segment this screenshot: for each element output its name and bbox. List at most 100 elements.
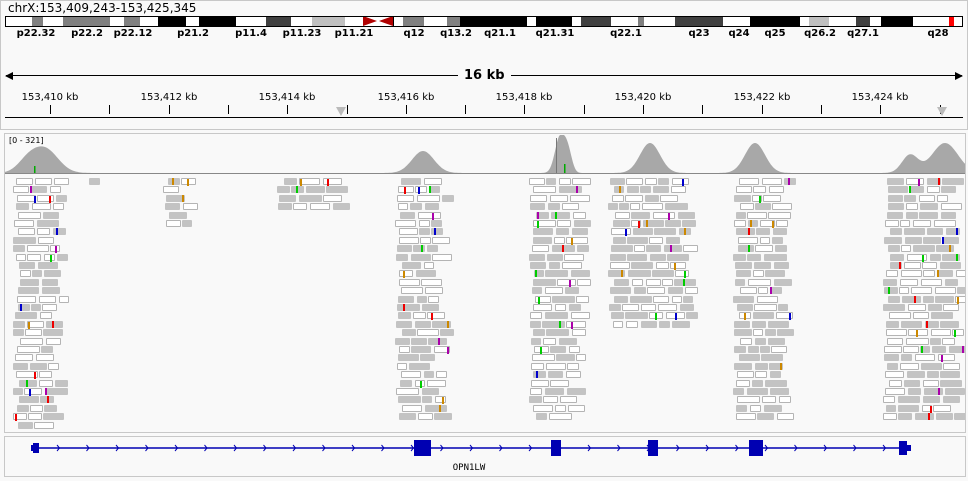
read-alignment[interactable] xyxy=(18,304,30,311)
read-alignment[interactable] xyxy=(532,354,555,362)
read-alignment[interactable] xyxy=(886,270,898,278)
read-alignment[interactable] xyxy=(672,178,689,186)
read-alignment[interactable] xyxy=(398,354,419,362)
read-alignment[interactable] xyxy=(572,178,591,185)
read-alignment[interactable] xyxy=(671,186,686,194)
read-alignment[interactable] xyxy=(18,287,39,295)
read-alignment[interactable] xyxy=(666,312,685,321)
read-alignment[interactable] xyxy=(181,178,196,186)
read-alignment[interactable] xyxy=(884,236,902,244)
read-alignment[interactable] xyxy=(413,245,425,253)
read-alignment[interactable] xyxy=(750,404,761,412)
read-alignment[interactable] xyxy=(941,211,956,219)
read-alignment[interactable] xyxy=(442,194,454,202)
read-alignment[interactable] xyxy=(17,346,40,353)
read-alignment[interactable] xyxy=(649,312,663,321)
read-alignment[interactable] xyxy=(19,262,35,269)
read-alignment[interactable] xyxy=(923,270,935,278)
read-alignment[interactable] xyxy=(903,346,919,353)
read-alignment[interactable] xyxy=(555,404,566,412)
read-alignment[interactable] xyxy=(945,388,965,395)
read-alignment[interactable] xyxy=(753,270,764,278)
read-alignment[interactable] xyxy=(417,329,439,337)
read-alignment[interactable] xyxy=(614,278,629,286)
read-alignment[interactable] xyxy=(633,228,653,236)
read-alignment[interactable] xyxy=(557,278,576,287)
read-alignment[interactable] xyxy=(626,178,643,185)
read-alignment[interactable] xyxy=(913,220,931,227)
read-alignment[interactable] xyxy=(20,270,31,278)
read-alignment[interactable] xyxy=(908,304,926,311)
read-alignment[interactable] xyxy=(769,186,784,194)
read-alignment[interactable] xyxy=(422,388,439,395)
read-alignment[interactable] xyxy=(548,203,560,211)
read-alignment[interactable] xyxy=(754,262,771,269)
read-alignment[interactable] xyxy=(556,228,569,236)
read-alignment[interactable] xyxy=(533,371,546,379)
read-alignment[interactable] xyxy=(18,421,33,429)
read-alignment[interactable] xyxy=(428,295,439,303)
read-alignment[interactable] xyxy=(165,203,180,211)
read-alignment[interactable] xyxy=(777,329,794,337)
alignment-track-panel[interactable]: [0 - 321] xyxy=(4,133,966,433)
read-alignment[interactable] xyxy=(565,287,579,295)
read-alignment[interactable] xyxy=(432,253,452,261)
read-alignment[interactable] xyxy=(776,312,793,321)
read-alignment[interactable] xyxy=(13,245,25,253)
read-alignment[interactable] xyxy=(577,245,589,253)
read-alignment[interactable] xyxy=(57,253,68,261)
read-alignment[interactable] xyxy=(89,178,100,185)
read-alignment[interactable] xyxy=(898,404,919,412)
read-alignment[interactable] xyxy=(626,320,638,328)
read-alignment[interactable] xyxy=(942,253,960,261)
read-alignment[interactable] xyxy=(571,312,590,320)
read-alignment[interactable] xyxy=(530,312,542,320)
read-alignment[interactable] xyxy=(424,371,434,379)
read-alignment[interactable] xyxy=(736,270,751,278)
read-alignment[interactable] xyxy=(431,228,443,236)
read-alignment[interactable] xyxy=(37,220,59,227)
read-alignment[interactable] xyxy=(888,295,900,303)
read-alignment[interactable] xyxy=(546,329,569,337)
read-alignment[interactable] xyxy=(888,186,908,194)
read-alignment[interactable] xyxy=(771,346,787,353)
read-alignment[interactable] xyxy=(940,320,959,328)
read-alignment[interactable] xyxy=(934,220,956,227)
read-alignment[interactable] xyxy=(913,312,929,320)
read-alignment[interactable] xyxy=(922,262,937,269)
read-alignment[interactable] xyxy=(402,262,421,269)
read-alignment[interactable] xyxy=(53,203,64,211)
read-alignment[interactable] xyxy=(734,320,750,328)
read-alignment[interactable] xyxy=(641,304,656,311)
read-alignment[interactable] xyxy=(915,413,934,421)
read-alignment[interactable] xyxy=(440,329,454,337)
read-alignment[interactable] xyxy=(16,253,26,261)
read-alignment[interactable] xyxy=(769,362,783,370)
read-alignment[interactable] xyxy=(885,388,905,395)
read-alignment[interactable] xyxy=(39,371,52,379)
read-alignment[interactable] xyxy=(30,404,43,412)
read-alignment[interactable] xyxy=(885,371,904,379)
read-alignment[interactable] xyxy=(14,220,34,227)
read-alignment[interactable] xyxy=(647,287,665,295)
read-alignment[interactable] xyxy=(56,194,67,202)
read-alignment[interactable] xyxy=(770,371,781,379)
read-alignment[interactable] xyxy=(613,236,626,244)
read-alignment[interactable] xyxy=(683,245,698,253)
read-alignment[interactable] xyxy=(401,178,421,185)
read-alignment[interactable] xyxy=(886,329,907,337)
read-alignment[interactable] xyxy=(921,278,942,286)
read-alignment[interactable] xyxy=(40,396,54,404)
read-alignment[interactable] xyxy=(432,320,451,328)
read-alignment[interactable] xyxy=(906,203,918,211)
read-alignment[interactable] xyxy=(416,270,436,278)
read-alignment[interactable] xyxy=(901,270,922,278)
read-alignment[interactable] xyxy=(613,320,623,328)
read-alignment[interactable] xyxy=(906,211,918,219)
read-alignment[interactable] xyxy=(424,178,442,185)
read-alignment[interactable] xyxy=(32,270,42,278)
read-alignment[interactable] xyxy=(904,379,920,387)
read-alignment[interactable] xyxy=(608,270,625,278)
read-alignment[interactable] xyxy=(736,404,747,412)
read-alignment[interactable] xyxy=(901,245,911,253)
